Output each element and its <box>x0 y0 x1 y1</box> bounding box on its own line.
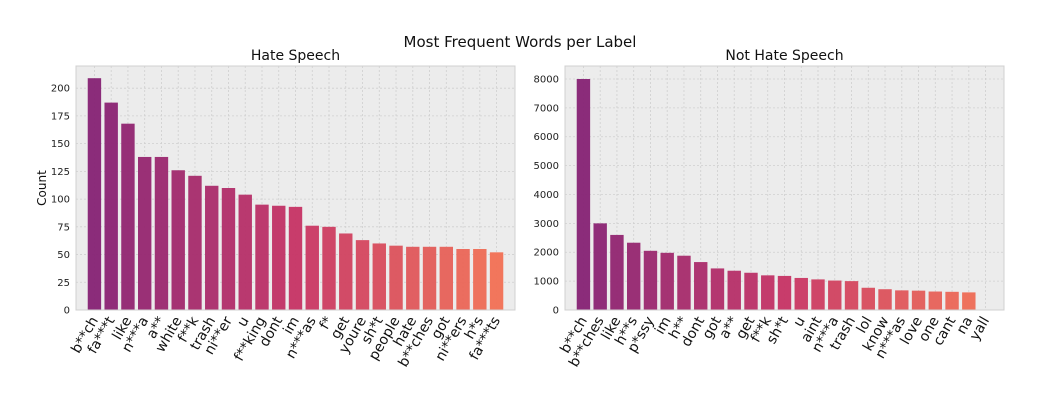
bar <box>439 246 454 310</box>
bar <box>489 252 504 310</box>
bar <box>626 242 641 310</box>
y-tick-label: 6000 <box>534 132 559 143</box>
figure-title: Most Frequent Words per Label <box>403 33 637 51</box>
bar <box>238 194 252 310</box>
bar <box>339 233 353 310</box>
y-tick-label: 8000 <box>534 74 559 85</box>
bar <box>962 292 976 310</box>
y-tick-label: 4000 <box>534 190 559 201</box>
y-axis-label: Count <box>35 170 49 206</box>
bar <box>137 156 152 310</box>
bar <box>794 277 808 310</box>
bar <box>744 272 758 310</box>
y-tick-label: 0 <box>553 306 559 317</box>
x-tick-label: na <box>954 314 977 337</box>
bar <box>660 252 674 310</box>
x-tick-label: im <box>652 314 675 337</box>
y-tick-label: 175 <box>51 111 70 122</box>
bar <box>761 275 775 310</box>
plot-frame <box>564 65 1005 311</box>
bar <box>205 185 219 310</box>
y-tick-label: 50 <box>57 250 70 261</box>
bar <box>87 78 102 310</box>
bar <box>878 289 892 310</box>
bar <box>288 206 303 310</box>
bar <box>643 250 658 310</box>
x-tick-label: yall <box>967 314 993 343</box>
bar <box>911 290 926 310</box>
x-tick-label: lol <box>854 314 876 336</box>
bar <box>188 175 202 310</box>
y-tick-label: 5000 <box>534 161 559 172</box>
bar <box>104 102 118 310</box>
x-tick-label: im <box>280 314 303 337</box>
y-tick-label: 100 <box>51 195 70 206</box>
bar <box>928 291 943 310</box>
bar <box>895 290 909 310</box>
bar <box>221 188 236 310</box>
bar <box>456 249 470 310</box>
bar <box>811 279 825 310</box>
y-tick-label: 25 <box>57 278 70 289</box>
bar <box>406 246 420 310</box>
y-tick-label: 125 <box>51 167 70 178</box>
bar <box>710 268 725 310</box>
bar <box>473 249 487 310</box>
bar <box>255 204 269 310</box>
bar <box>610 234 624 310</box>
bar <box>372 243 386 310</box>
bar <box>677 255 691 310</box>
bar <box>154 156 169 310</box>
bar <box>422 246 437 310</box>
bar <box>576 78 591 310</box>
y-tick-label: 7000 <box>534 103 559 114</box>
bar <box>389 245 403 310</box>
y-tick-label: 1000 <box>534 277 559 288</box>
bar <box>727 270 741 310</box>
y-tick-label: 0 <box>64 306 70 317</box>
bar <box>844 281 859 310</box>
y-tick-label: 75 <box>57 222 70 233</box>
bar <box>694 262 708 310</box>
bar <box>861 287 875 310</box>
bar <box>777 275 792 310</box>
subplot-title: Hate Speech <box>251 48 340 64</box>
bar <box>828 280 842 310</box>
bar <box>171 170 185 310</box>
bar <box>322 226 336 310</box>
bar <box>121 123 135 310</box>
y-tick-label: 200 <box>51 84 70 95</box>
y-tick-label: 2000 <box>534 248 559 259</box>
bar <box>593 223 607 310</box>
y-tick-label: 3000 <box>534 219 559 230</box>
bar <box>305 225 319 310</box>
subplot-title: Not Hate Speech <box>725 48 843 64</box>
y-tick-label: 150 <box>51 139 70 150</box>
bar <box>945 291 959 310</box>
bar <box>272 205 286 310</box>
bar <box>355 240 370 310</box>
plot-frame <box>75 65 516 311</box>
